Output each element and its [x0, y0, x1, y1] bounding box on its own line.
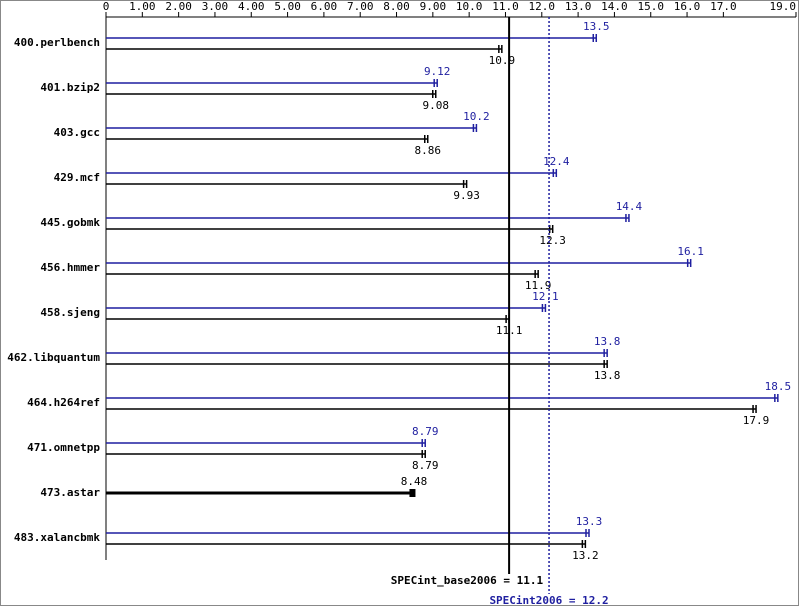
bar [106, 135, 429, 143]
value-label: 17.9 [743, 414, 770, 427]
reference-label: SPECint_base2006 = 11.1 [391, 574, 544, 587]
reference-label: SPECint2006 = 12.2 [489, 594, 608, 606]
x-tick-label: 13.0 [565, 0, 592, 13]
category-label: 483.xalancbmk [14, 531, 100, 544]
bar [106, 270, 539, 278]
x-tick-label: 8.00 [383, 0, 410, 13]
value-label: 12.3 [539, 234, 566, 247]
bar [106, 45, 503, 53]
x-tick-label: 10.0 [456, 0, 483, 13]
x-tick-label: 11.0 [492, 0, 519, 13]
bar [106, 405, 757, 413]
value-label: 13.5 [583, 20, 610, 33]
value-label: 8.86 [415, 144, 442, 157]
bar [106, 304, 547, 312]
x-tick-label: 12.0 [529, 0, 556, 13]
x-tick-label: 7.00 [347, 0, 374, 13]
category-label: 429.mcf [54, 171, 100, 184]
bar [106, 439, 426, 447]
x-tick-label: 14.0 [601, 0, 628, 13]
bar [106, 360, 608, 368]
value-label: 18.5 [765, 380, 792, 393]
x-tick-label: 0 [103, 0, 110, 13]
bar [106, 394, 779, 402]
value-label: 8.48 [401, 475, 428, 488]
bar [106, 450, 426, 458]
x-tick-label: 3.00 [202, 0, 229, 13]
bar [106, 34, 598, 42]
value-label: 13.8 [594, 335, 621, 348]
x-tick-label: 5.00 [274, 0, 301, 13]
bar [106, 259, 692, 267]
value-label: 9.12 [424, 65, 451, 78]
x-tick-label: 16.0 [674, 0, 701, 13]
x-tick-label: 1.00 [129, 0, 156, 13]
bar [106, 79, 438, 87]
value-label: 13.8 [594, 369, 621, 382]
category-label: 471.omnetpp [27, 441, 100, 454]
value-label: 9.08 [422, 99, 449, 112]
category-label: 473.astar [40, 486, 100, 499]
value-label: 13.3 [576, 515, 603, 528]
bar [106, 540, 587, 548]
value-label: 16.1 [677, 245, 704, 258]
category-label: 462.libquantum [7, 351, 100, 364]
value-label: 11.9 [525, 279, 552, 292]
category-label: 445.gobmk [40, 216, 100, 229]
x-tick-label: 6.00 [311, 0, 338, 13]
bar [106, 90, 437, 98]
x-tick-label: 4.00 [238, 0, 265, 13]
x-tick-label: 15.0 [637, 0, 664, 13]
value-label: 13.2 [572, 549, 599, 562]
category-label: 464.h264ref [27, 396, 100, 409]
bar [106, 180, 468, 188]
bar [106, 214, 630, 222]
value-label: 14.4 [616, 200, 643, 213]
value-label: 8.79 [412, 459, 439, 472]
bar [106, 124, 478, 132]
value-label: 9.93 [453, 189, 480, 202]
value-label: 8.79 [412, 425, 439, 438]
x-tick-label: 9.00 [420, 0, 447, 13]
value-label: 10.9 [489, 54, 516, 67]
bar [106, 489, 416, 497]
x-tick-label: 2.00 [165, 0, 192, 13]
category-label: 456.hmmer [40, 261, 100, 274]
x-tick-label: 17.0 [710, 0, 737, 13]
category-label: 400.perlbench [14, 36, 100, 49]
bar [106, 349, 608, 357]
category-label: 401.bzip2 [40, 81, 100, 94]
value-label: 12.1 [532, 290, 559, 303]
value-label: 10.2 [463, 110, 490, 123]
value-label: 12.4 [543, 155, 570, 168]
bar [106, 169, 558, 177]
x-tick-label: 19.0 [770, 0, 797, 13]
category-label: 403.gcc [54, 126, 100, 139]
category-label: 458.sjeng [40, 306, 100, 319]
